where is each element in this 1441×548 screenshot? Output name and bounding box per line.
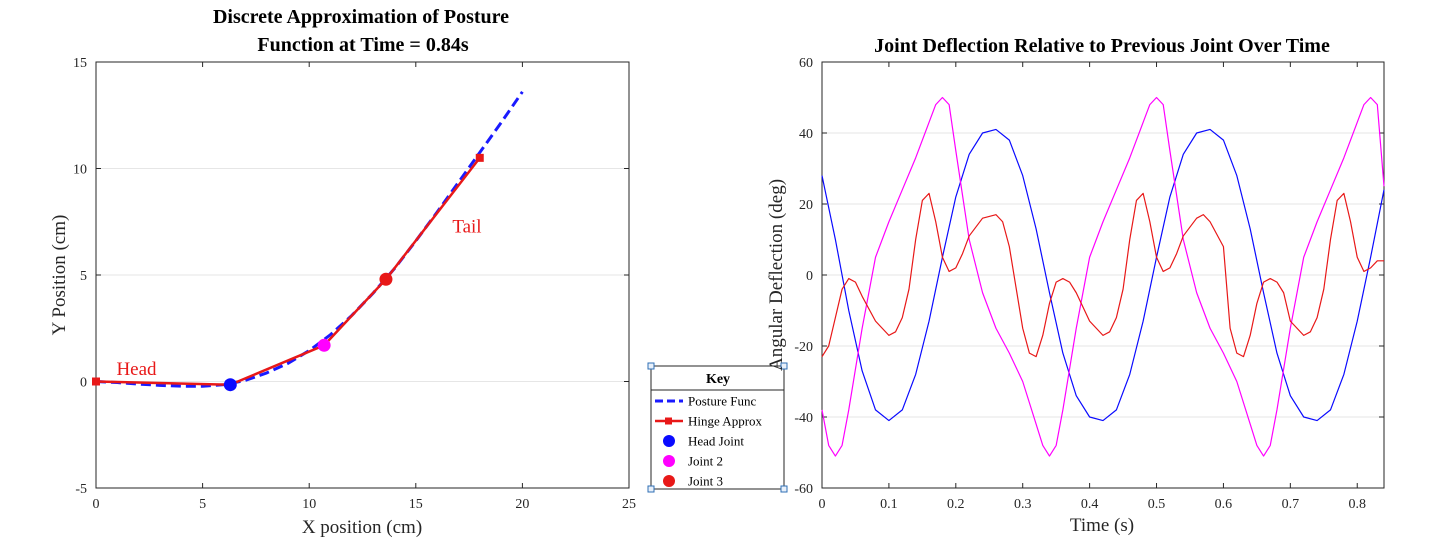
annotation-tail: Tail [452,216,481,237]
deflection-chart-y-label: Angular Deflection (deg) [766,179,787,371]
posture-chart-title-line-2: Function at Time = 0.84s [257,34,468,56]
deflection-chart-y-tick-label: 20 [799,198,813,213]
deflection-chart-grid [822,132,1384,418]
legend-handle-bottom-left[interactable] [647,485,655,493]
deflection-chart: Joint Deflection Relative to Previous Jo… [766,35,1385,536]
legend-swatch-square [665,417,672,425]
posture-chart-x-tick-label: 20 [515,497,529,512]
hinge-approx-marker [475,153,484,162]
posture-chart-x-label: X position (cm) [302,517,422,538]
legend[interactable]: Key Posture Func Hinge Approx Head Joint Jo… [647,362,788,493]
head-joint-marker [223,378,237,392]
posture-chart-y-tick-label: -5 [75,482,87,497]
posture-chart-x-tick-label: 5 [199,497,206,512]
annotation-head: Head [116,359,157,380]
deflection-chart-y-tick-label: 0 [806,269,813,284]
deflection-chart-y-tick-label: -40 [794,411,813,426]
deflection-chart-x-tick-label: 0.2 [947,497,965,512]
legend-item: Joint 2 [663,454,723,469]
deflection-chart-x-tick-label: 0 [819,497,826,512]
legend-label: Joint 2 [688,454,723,469]
posture-chart-y-tick-label: 0 [80,376,87,391]
deflection-chart-x-tick-label: 0.3 [1014,497,1032,512]
legend-item: Posture Func [655,394,756,409]
posture-chart-y-label: Y Position (cm) [49,215,70,336]
joint-3-marker [379,272,393,286]
head-joint-deflection-line [821,128,1385,422]
legend-handle-top-right[interactable] [780,362,788,370]
deflection-chart-y-tick-label: -60 [794,482,813,497]
deflection-chart-x-tick-label: 0.1 [880,497,898,512]
deflection-chart-x-tick-label: 0.8 [1348,497,1366,512]
posture-chart-x-tick-label: 15 [409,497,423,512]
posture-chart-annotations: Head Tail [116,216,481,380]
deflection-chart-series [821,96,1385,457]
legend-item: Head Joint [663,434,744,449]
deflection-chart-x-label: Time (s) [1070,515,1134,536]
deflection-chart-y-tick-label: -20 [794,340,813,355]
deflection-chart-x-tick-label: 0.6 [1215,497,1233,512]
posture-chart-x-tick-label: 25 [622,497,636,512]
legend-box [650,365,785,490]
legend-swatch-dot [663,475,675,487]
posture-chart-y-tick-label: 10 [73,163,87,178]
posture-chart-x-tick-label: 10 [302,497,316,512]
posture-chart-x-tick-label: 0 [93,497,100,512]
posture-chart-grid [96,168,629,382]
joint-2-deflection-line [821,96,1385,457]
deflection-chart-x-tick-label: 0.5 [1148,497,1166,512]
deflection-chart-ticks: -60 -40 -20 0 20 40 60 0 0.1 0.2 0.3 0.4 0.5 0.6 0.7 0.… [794,56,1384,512]
legend-label: Posture Func [688,394,756,409]
posture-chart: Discrete Approximation of Posture Functi… [49,6,636,538]
deflection-chart-y-tick-label: 40 [799,127,813,142]
legend-swatch-dot [663,455,675,467]
hinge-approx-line [95,157,481,386]
deflection-chart-x-tick-label: 0.7 [1282,497,1300,512]
legend-title: Key [706,372,730,387]
legend-label: Joint 3 [688,474,723,489]
posture-chart-y-tick-label: 15 [73,56,87,71]
posture-chart-title-line-1: Discrete Approximation of Posture [213,6,509,28]
legend-swatch-dot [663,435,675,447]
deflection-chart-y-tick-label: 60 [799,56,813,71]
legend-item: Joint 3 [663,474,723,489]
deflection-chart-title: Joint Deflection Relative to Previous Jo… [874,35,1330,57]
posture-func-line [95,90,524,388]
joint-3-deflection-line [821,192,1384,358]
deflection-chart-x-tick-label: 0.4 [1081,497,1099,512]
legend-label: Hinge Approx [688,414,763,429]
joint-2-marker [317,338,331,352]
posture-chart-series [92,90,524,392]
legend-label: Head Joint [688,434,744,449]
hinge-approx-marker [92,377,100,386]
legend-items: Posture Func Hinge Approx Head Joint Joint … [655,394,763,489]
legend-item: Hinge Approx [655,414,763,429]
legend-handle-bottom-right[interactable] [780,485,788,493]
posture-chart-ticks: -5 0 5 10 15 0 5 10 15 20 25 [73,56,636,512]
legend-handle-top-left[interactable] [647,362,655,370]
posture-chart-y-tick-label: 5 [80,269,87,284]
